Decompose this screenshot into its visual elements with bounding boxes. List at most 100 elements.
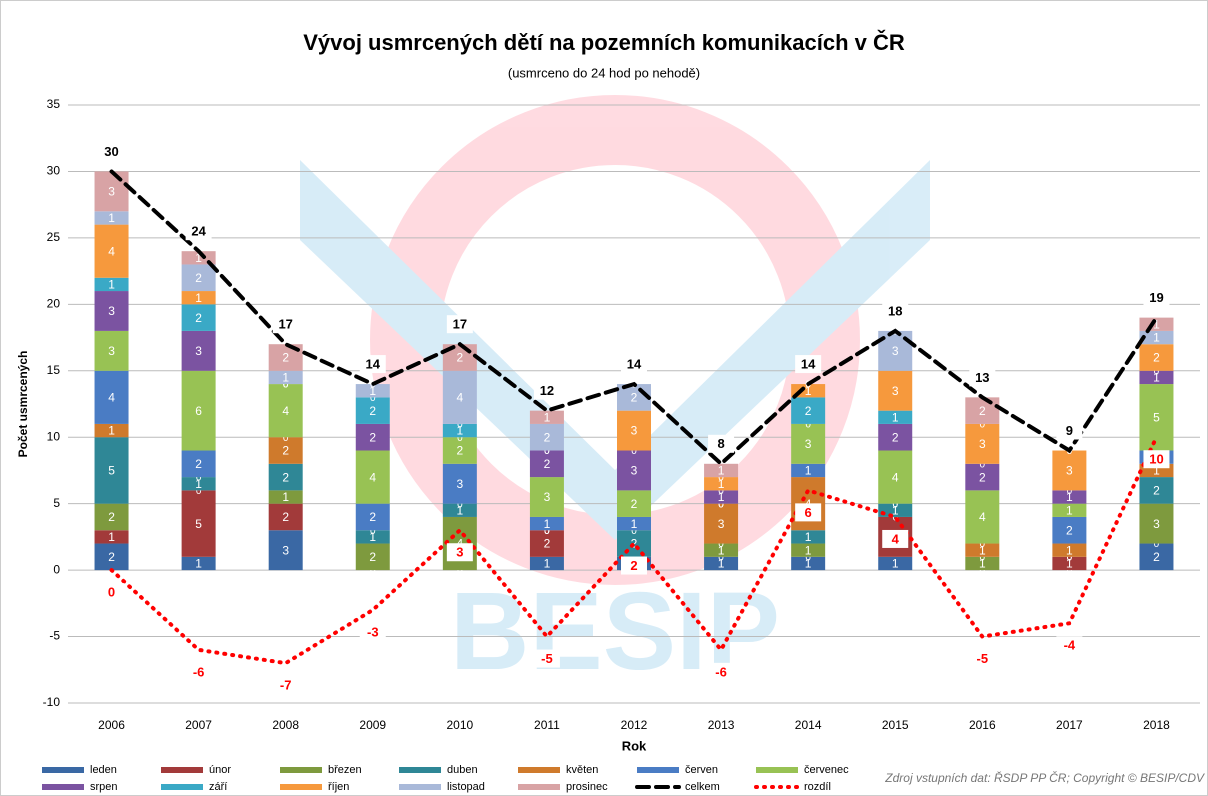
value-label: 1 bbox=[282, 371, 289, 385]
value-label: 3 bbox=[1066, 464, 1073, 478]
value-label: 1 bbox=[1066, 543, 1073, 557]
value-label: 4 bbox=[369, 470, 376, 484]
chart-title: Vývoj usmrcených dětí na pozemních komun… bbox=[303, 30, 905, 55]
legend-label: květen bbox=[566, 764, 598, 776]
legend-label: červenec bbox=[804, 764, 849, 776]
legend-swatch bbox=[161, 767, 203, 773]
x-tick-label: 2008 bbox=[272, 718, 299, 732]
value-label: 2 bbox=[1153, 484, 1160, 498]
value-label: 2 bbox=[369, 550, 376, 564]
value-label: 1 bbox=[718, 464, 725, 478]
value-label: 2 bbox=[631, 391, 638, 405]
value-label: 2 bbox=[195, 311, 202, 325]
line-label: -7 bbox=[280, 678, 292, 693]
value-label: 1 bbox=[544, 557, 551, 571]
x-tick-label: 2016 bbox=[969, 718, 996, 732]
value-label: 5 bbox=[195, 517, 202, 531]
value-label: 2 bbox=[457, 444, 464, 458]
value-label: 2 bbox=[457, 351, 464, 365]
value-label: 2 bbox=[369, 510, 376, 524]
legend-swatch bbox=[161, 784, 203, 790]
value-label: 2 bbox=[282, 470, 289, 484]
legend-swatch bbox=[518, 767, 560, 773]
line-label: 24 bbox=[191, 224, 206, 239]
value-label: 5 bbox=[108, 464, 115, 478]
legend-label: červen bbox=[685, 764, 718, 776]
value-label: 1 bbox=[1066, 503, 1073, 517]
line-label: 9 bbox=[1066, 423, 1073, 438]
source-note: Zdroj vstupních dat: ŘSDP PP ČR; Copyrig… bbox=[884, 770, 1205, 785]
y-tick-label: 35 bbox=[47, 97, 61, 111]
value-label: 3 bbox=[108, 185, 115, 199]
value-label: 3 bbox=[544, 490, 551, 504]
value-label: 1 bbox=[805, 464, 812, 478]
legend-label: únor bbox=[209, 764, 231, 776]
value-label: 2 bbox=[631, 497, 638, 511]
value-label: 4 bbox=[892, 470, 899, 484]
line-label: 3 bbox=[456, 545, 463, 560]
value-label: 3 bbox=[892, 384, 899, 398]
line-label: 4 bbox=[892, 531, 900, 546]
value-label: 1 bbox=[108, 424, 115, 438]
line-label: -6 bbox=[715, 664, 727, 679]
line-label: -5 bbox=[541, 651, 553, 666]
value-label: 3 bbox=[892, 344, 899, 358]
value-label: 3 bbox=[631, 464, 638, 478]
value-label: 2 bbox=[195, 457, 202, 471]
line-label: 13 bbox=[975, 370, 989, 385]
x-tick-label: 2014 bbox=[795, 718, 822, 732]
line-label: 6 bbox=[805, 505, 812, 520]
value-label: 1 bbox=[805, 543, 812, 557]
legend-label: rozdíl bbox=[804, 781, 831, 793]
legend-label: prosinec bbox=[566, 781, 608, 793]
x-tick-label: 2017 bbox=[1056, 718, 1083, 732]
line-label: 8 bbox=[717, 436, 724, 451]
value-label: 3 bbox=[282, 543, 289, 557]
line-label: -5 bbox=[977, 651, 989, 666]
line-label: -3 bbox=[367, 624, 379, 639]
value-label: 2 bbox=[544, 457, 551, 471]
x-tick-label: 2006 bbox=[98, 718, 125, 732]
legend-swatch bbox=[756, 767, 798, 773]
value-label: 2 bbox=[195, 271, 202, 285]
value-label: 1 bbox=[892, 410, 899, 424]
chart: BESIP Vývoj usmrcených dětí na pozemních… bbox=[0, 0, 1208, 796]
value-label: 2 bbox=[805, 404, 812, 418]
line-label: 17 bbox=[278, 317, 292, 332]
legend-swatch bbox=[42, 784, 84, 790]
value-label: 2 bbox=[108, 550, 115, 564]
value-label: 1 bbox=[631, 517, 638, 531]
line-label: 2 bbox=[630, 558, 637, 573]
legend-swatch bbox=[42, 767, 84, 773]
value-label: 3 bbox=[457, 477, 464, 491]
y-tick-label: 15 bbox=[47, 363, 61, 377]
chart-subtitle: (usmrceno do 24 hod po nehodě) bbox=[508, 65, 700, 80]
line-label: -4 bbox=[1064, 638, 1076, 653]
x-tick-label: 2007 bbox=[185, 718, 212, 732]
value-label: 1 bbox=[1153, 331, 1160, 345]
value-label: 2 bbox=[979, 470, 986, 484]
legend-swatch bbox=[280, 784, 322, 790]
line-label: 14 bbox=[627, 357, 642, 372]
line-label: 0 bbox=[108, 585, 115, 600]
value-label: 1 bbox=[108, 530, 115, 544]
y-axis-label: Počet usmrcených bbox=[16, 351, 30, 458]
value-label: 1 bbox=[805, 530, 812, 544]
line-label: 30 bbox=[104, 144, 118, 159]
value-label: 2 bbox=[544, 537, 551, 551]
value-label: 1 bbox=[282, 490, 289, 504]
value-label: 3 bbox=[1153, 517, 1160, 531]
value-label: 3 bbox=[108, 304, 115, 318]
y-tick-label: 20 bbox=[47, 297, 61, 311]
value-label: 1 bbox=[195, 557, 202, 571]
legend-swatch bbox=[518, 784, 560, 790]
value-label: 2 bbox=[108, 510, 115, 524]
value-label: 2 bbox=[282, 351, 289, 365]
x-tick-label: 2013 bbox=[708, 718, 735, 732]
value-label: 2 bbox=[1153, 351, 1160, 365]
x-tick-label: 2012 bbox=[621, 718, 648, 732]
value-label: 5 bbox=[1153, 410, 1160, 424]
legend-label: září bbox=[209, 781, 227, 793]
value-label: 3 bbox=[718, 517, 725, 531]
value-label: 3 bbox=[108, 344, 115, 358]
